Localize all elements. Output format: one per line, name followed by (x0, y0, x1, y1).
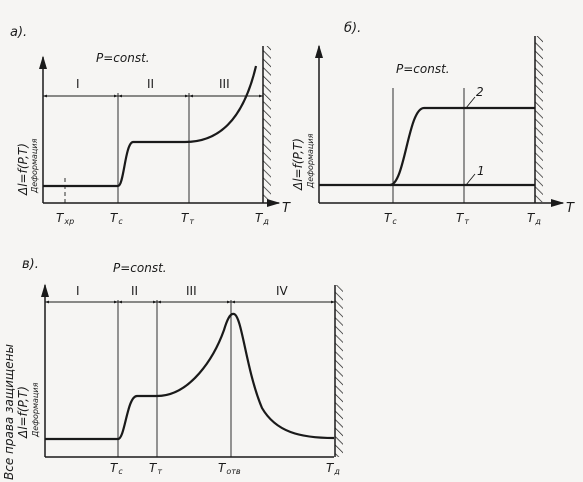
panel-c-label: в). (22, 257, 39, 272)
panel-c-tick-tt: Tт (149, 461, 162, 476)
panel-a-tick-tt: Tт (181, 211, 194, 226)
panel-c-tick-td: Tд (326, 461, 340, 476)
panel-b-hatch-wall (535, 36, 543, 202)
panel-c-hatch-wall (335, 285, 343, 457)
panel-c-region-2: II (131, 284, 138, 298)
panel-b-curve-label-2: 2 (476, 85, 484, 99)
panel-a-tick-txr: Tхр (56, 211, 74, 226)
panel-c-y-axis-formula: Δl=f(P,T) (16, 386, 30, 439)
panel-b-label: б). (344, 21, 361, 36)
panel-a-y-axis-formula: Δl=f(P,T) (16, 143, 30, 196)
panel-b-curve-2 (389, 106, 535, 187)
panel-a-hatch-wall (263, 46, 271, 202)
copyright-watermark: Все права защищены (2, 344, 16, 480)
panel-b-tick-tt: Tт (456, 211, 469, 226)
panel-a-region-2: II (147, 77, 154, 91)
panel-a-y-axis-name: Деформация (30, 138, 39, 194)
panel-b-leader-2 (465, 96, 476, 109)
panel-b-leader-1 (465, 173, 476, 186)
panel-a-region-3: III (219, 77, 230, 91)
panel-a-deformation-curve (43, 65, 258, 188)
panel-a-region-1: I (76, 77, 80, 91)
panel-c-deformation-curve (45, 312, 335, 441)
panel-c-condition: P=const. (113, 261, 167, 275)
panel-b-y-axis-name: Деформация (306, 133, 315, 189)
panel-b-y-axis-formula: Δl=f(P,T) (291, 138, 305, 191)
panel-b-tick-td: Tд (527, 211, 541, 226)
panel-c-y-axis-name: Деформация (31, 382, 40, 438)
panel-c-region-4: IV (276, 284, 289, 298)
panel-a-tick-td: Tд (255, 211, 269, 226)
panel-a-x-axis-symbol: T (282, 201, 291, 216)
panel-b-curve-label-1: 1 (477, 164, 485, 178)
panel-b: б). P=const. T Δl=f(P,T) Деформация 1 2 … (291, 21, 575, 226)
panel-a-tick-tc: Tс (110, 211, 123, 226)
panel-c-region-3: III (186, 284, 197, 298)
panel-c: в). P=const. Δl=f(P,T) Деформация I II I… (16, 257, 343, 476)
panel-c-tick-totv: Tотв (218, 461, 241, 476)
panel-c-region-1: I (76, 284, 80, 298)
panel-b-tick-tc: Tс (384, 211, 397, 226)
panel-a: а). P=const. T Δl=f(P,T) Деформация I II… (10, 25, 291, 226)
panel-b-condition: P=const. (396, 62, 450, 76)
panel-c-tick-tc: Tс (110, 461, 123, 476)
panel-b-x-axis-symbol: T (566, 201, 575, 216)
panel-a-label: а). (10, 25, 27, 40)
panel-a-condition: P=const. (96, 51, 150, 65)
